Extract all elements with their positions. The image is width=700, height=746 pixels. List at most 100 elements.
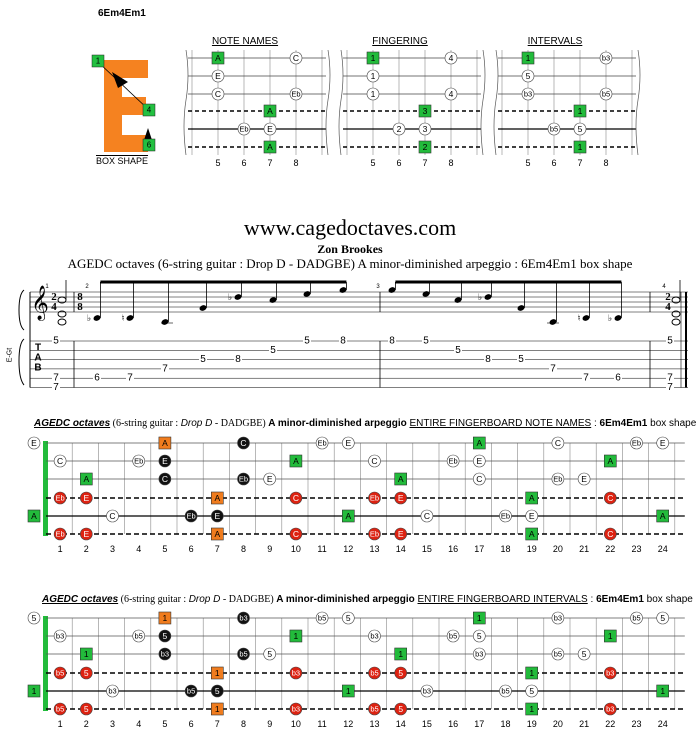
fingerboard-marker: C [53,454,67,468]
marker-label: 1 [529,704,534,714]
title-bold2: 6Em4Em1 [596,594,644,605]
marker-label: b5 [632,614,640,623]
fingerboard-marker: 5 [158,629,172,643]
marker-circle [603,702,617,716]
mini-marker: b3 [599,51,613,65]
marker-square [525,527,539,541]
tab-bg [549,364,557,374]
marker-circle [289,702,303,716]
title-mid1: (6-string guitar : [110,418,181,429]
title-under: ENTIRE FINGERBOARD INTERVALS [417,594,588,605]
fingerboard-marker: b3 [603,666,617,680]
marker-label: 4 [449,89,454,99]
fingerboard-marker: A [603,454,617,468]
fret-number: 19 [527,544,537,554]
marker-circle [521,69,535,83]
header-note-names: NOTE NAMES [211,36,279,47]
marker-label: 1 [346,686,351,696]
site-title[interactable]: www.cagedoctaves.com [243,215,457,240]
brace [18,289,25,386]
marker-label: b5 [449,632,457,641]
mini-marker: b5 [547,122,561,136]
break-line [325,49,331,156]
fingerboard-marker: C [158,472,172,486]
marker-label: 1 [526,53,531,63]
mini-fret-number: 6 [241,158,246,168]
measure-number: 3 [376,284,380,290]
marker-square [525,702,539,716]
mini-marker: A [211,51,225,65]
fingerboard-marker: 5 [80,666,93,680]
mini-fret-number: 8 [293,158,298,168]
mini-fret-number: 5 [215,158,220,168]
marker-circle [80,527,93,541]
marker-circle [80,702,93,716]
marker-label: C [555,438,561,448]
marker-circle [184,684,198,698]
mini-fret-number: 6 [551,158,556,168]
break-line [635,49,641,156]
mini-marker: b3 [521,87,535,101]
mini-marker: 2 [392,122,406,136]
title-bold1: A minor-diminished arpeggio [268,418,410,429]
mini-marker: 5 [573,122,587,136]
natural-sign: ♮ [577,313,580,323]
connector-line [97,61,150,111]
fingerboard-marker: b5 [630,611,643,625]
fingerboard-marker: b5 [184,684,198,698]
marker-circle [394,666,408,680]
tab-number: 5 [200,354,206,365]
fret-number: 14 [396,544,406,554]
marker-circle [368,491,381,505]
mini-fret-number: 7 [422,158,427,168]
arp-note [234,294,242,300]
fingerboard-marker: b5 [551,647,565,661]
fingerboard-marker: A [80,472,93,486]
fingerboard-marker: 1 [80,647,93,661]
marker-square [341,684,355,698]
break-line [493,49,499,156]
marker-circle [27,611,41,625]
fingerboard-marker: 1 [472,611,486,625]
marker-label: C [476,474,482,484]
fret-number: 18 [500,719,510,729]
fingerboard-marker: b3 [106,684,119,698]
mini-marker: E [263,122,277,136]
tab-bg [93,373,101,383]
marker-circle [237,472,250,486]
marker-label: E [345,438,351,448]
marker-square [341,509,355,523]
marker-label: A [660,511,666,521]
finger-number: 4 [147,106,152,115]
marker-label: 1 [84,649,89,659]
fingerboard-marker: 1 [211,666,224,680]
arrow-head [112,72,128,88]
tab-letter: T [35,343,41,354]
fret-number: 16 [448,544,458,554]
fingerboard-marker: E [158,454,172,468]
fingerboard-marker: Eb [499,509,512,523]
fingerboard-marker: A [158,436,172,450]
mini-marker: 3 [418,122,432,136]
finger-number: 1 [96,57,101,66]
fingerboard-marker: b5 [499,684,512,698]
fingerboard-marker: b3 [551,611,565,625]
marker-circle [630,611,643,625]
tab-bg [666,383,674,392]
marker-label: b5 [550,125,558,134]
marker-circle [237,611,250,625]
fingerboard-marker: C [106,509,119,523]
mini-marker: A [263,140,277,154]
fret-number: 2 [84,719,89,729]
marker-square [263,104,277,118]
tab-number: 5 [667,336,673,347]
marker-label: E [398,529,404,539]
marker-circle [53,666,67,680]
marker-label: 1 [163,613,168,623]
marker-square [603,454,617,468]
marker-circle [53,491,67,505]
marker-label: 1 [32,686,37,696]
fingerboard-marker: A [525,491,539,505]
marker-label: b3 [423,687,431,696]
marker-label: 5 [32,613,37,623]
